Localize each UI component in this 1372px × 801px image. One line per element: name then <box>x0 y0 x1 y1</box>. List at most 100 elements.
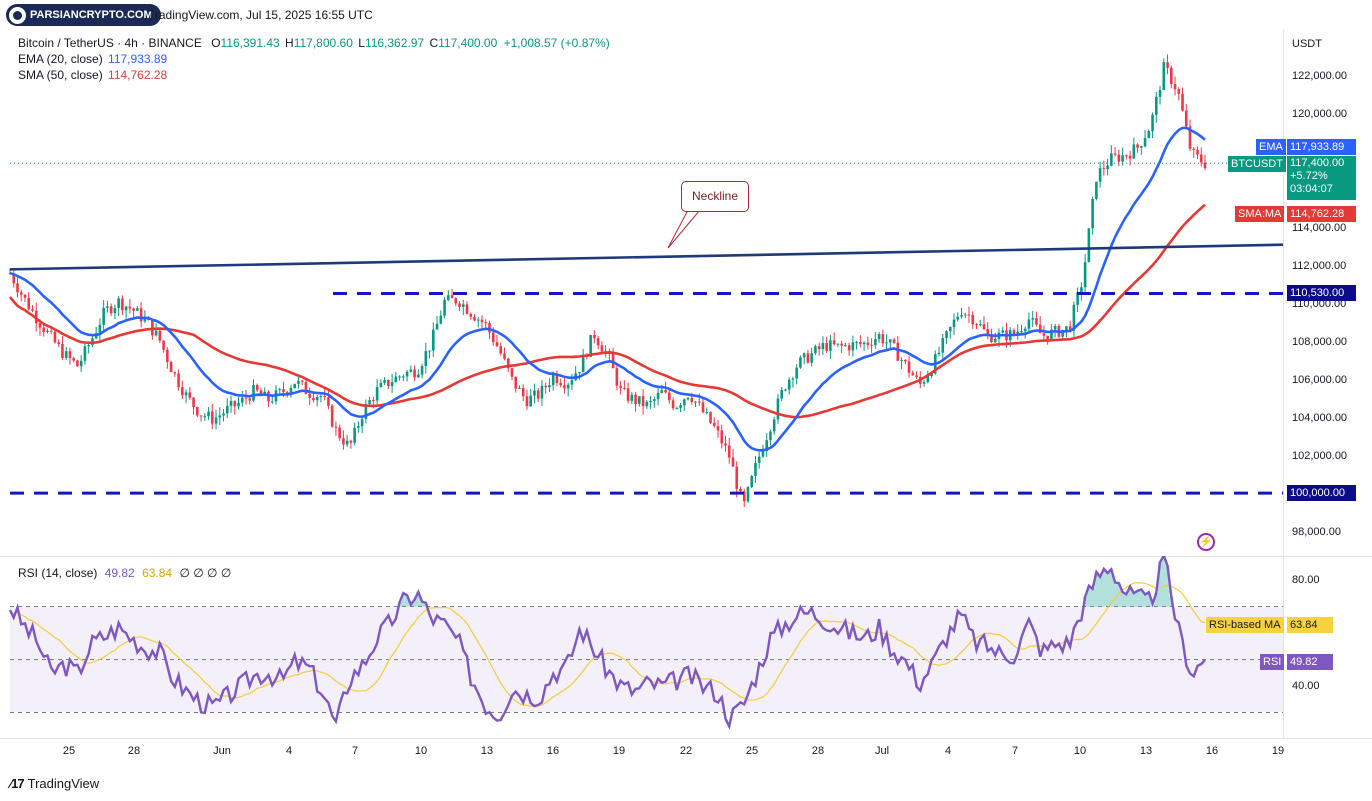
candle-body <box>570 380 574 385</box>
level-tag-100000: 100,000.00 <box>1287 485 1356 501</box>
sma-legend[interactable]: SMA (50, close) 114,762.28 <box>18 68 168 82</box>
date-tick: Jun <box>213 745 231 757</box>
candle-body <box>121 298 124 311</box>
rsi-chart[interactable] <box>0 556 1283 738</box>
rsi-overbought-fill <box>397 556 1174 607</box>
rsi-tick: 80.00 <box>1292 574 1320 586</box>
pane-divider[interactable] <box>0 556 1372 557</box>
candle-body <box>495 342 499 347</box>
candle-body <box>915 375 918 377</box>
neckline-pointer <box>667 209 702 249</box>
candle-body <box>473 316 476 321</box>
candle-body <box>293 383 297 389</box>
candle-body <box>881 334 885 344</box>
candle-body <box>829 340 832 351</box>
candle-body <box>1023 328 1027 332</box>
candle-body <box>1065 326 1068 330</box>
candle-body <box>1181 93 1184 111</box>
price-tick: 122,000.00 <box>1292 70 1348 82</box>
candle-body <box>61 344 64 358</box>
candle-body <box>240 397 244 403</box>
price-tick: 112,000.00 <box>1292 260 1347 272</box>
candle-body <box>589 334 592 357</box>
date-tick: Jul <box>874 745 890 757</box>
candle-body <box>383 379 386 383</box>
neckline-trendline <box>9 243 1283 271</box>
candle-body <box>334 426 338 428</box>
candle-body <box>1076 292 1079 305</box>
candle-body <box>196 407 199 416</box>
candle-body <box>199 415 203 417</box>
candle-body <box>600 345 604 352</box>
logo-text: PARSIANCRYPTO.COM <box>30 9 153 21</box>
candle-body <box>1072 304 1076 331</box>
candle-body <box>817 346 821 349</box>
candle-body <box>1106 165 1109 170</box>
candle-body <box>1080 287 1083 293</box>
candle-body <box>982 324 986 330</box>
btc-price-tag: 117,400.00 +5.72% 03:04:07 <box>1287 156 1356 200</box>
candle-body <box>79 360 83 367</box>
candle-body <box>315 397 319 401</box>
price-tick: 106,000.00 <box>1292 374 1348 386</box>
candle-body <box>1061 329 1064 337</box>
candle-body <box>42 327 46 332</box>
ema-tag-value: 117,933.89 <box>1287 139 1356 155</box>
candle-body <box>31 309 34 311</box>
candle-body <box>379 382 383 388</box>
candle-body <box>192 397 195 408</box>
candle-body <box>398 376 401 378</box>
candle-body <box>402 376 405 378</box>
candle-body <box>270 401 274 403</box>
candle-body <box>731 457 735 467</box>
candle-body <box>525 396 529 407</box>
candle-body <box>716 426 720 431</box>
candle-body <box>765 440 769 452</box>
candle-body <box>372 400 375 402</box>
currency-label[interactable]: USDT <box>1292 38 1322 50</box>
candle-body <box>158 330 162 341</box>
candle-body <box>1050 329 1053 340</box>
candle-body <box>23 294 27 298</box>
candle-body <box>12 273 16 284</box>
candle-body <box>428 350 431 352</box>
sma-50-line <box>8 203 1206 419</box>
candle-body <box>956 316 960 320</box>
tradingview-logo[interactable]: ⁄17 TradingView <box>10 776 100 791</box>
candle-body <box>1169 67 1173 85</box>
candle-body <box>739 488 742 492</box>
candle-body <box>1177 89 1181 94</box>
candle-body <box>787 379 791 390</box>
lightning-icon[interactable]: ⚡ <box>1197 533 1215 551</box>
candle-body <box>1132 144 1136 159</box>
ema-legend[interactable]: EMA (20, close) 117,933.89 <box>18 52 168 66</box>
candle-body <box>248 398 252 401</box>
candle-body <box>578 372 581 374</box>
candle-body <box>776 398 780 420</box>
symbol-legend[interactable]: Bitcoin / TetherUS · 4h · BINANCE O116,3… <box>18 36 610 50</box>
price-chart[interactable] <box>0 0 1283 556</box>
ema-20-line <box>9 126 1206 452</box>
candle-body <box>218 415 222 418</box>
rsi-legend[interactable]: RSI (14, close) 49.82 63.84 ∅ ∅ ∅ ∅ <box>18 566 232 580</box>
candle-body <box>1098 168 1102 182</box>
candle-body <box>656 392 660 400</box>
price-tick: 104,000.00 <box>1292 412 1348 424</box>
candle-body <box>889 339 892 343</box>
time-axis-border <box>0 738 1372 739</box>
price-tick: 108,000.00 <box>1292 336 1348 348</box>
symbol-name[interactable]: Bitcoin / TetherUS · 4h · BINANCE <box>18 36 202 50</box>
ohlc-values: O116,391.43 H117,800.60 L116,362.97 C117… <box>211 36 610 50</box>
price-tick: 120,000.00 <box>1292 108 1348 120</box>
candle-body <box>181 387 184 396</box>
candle-body <box>375 387 379 401</box>
candle-body <box>746 486 750 502</box>
candle-body <box>536 390 540 399</box>
candle-body <box>701 402 705 413</box>
candle-body <box>555 374 559 384</box>
candle-body <box>724 443 727 446</box>
neckline-callout[interactable]: Neckline <box>681 181 749 212</box>
candle-body <box>312 397 315 401</box>
candle-body <box>544 385 547 388</box>
candle-body <box>499 346 503 354</box>
